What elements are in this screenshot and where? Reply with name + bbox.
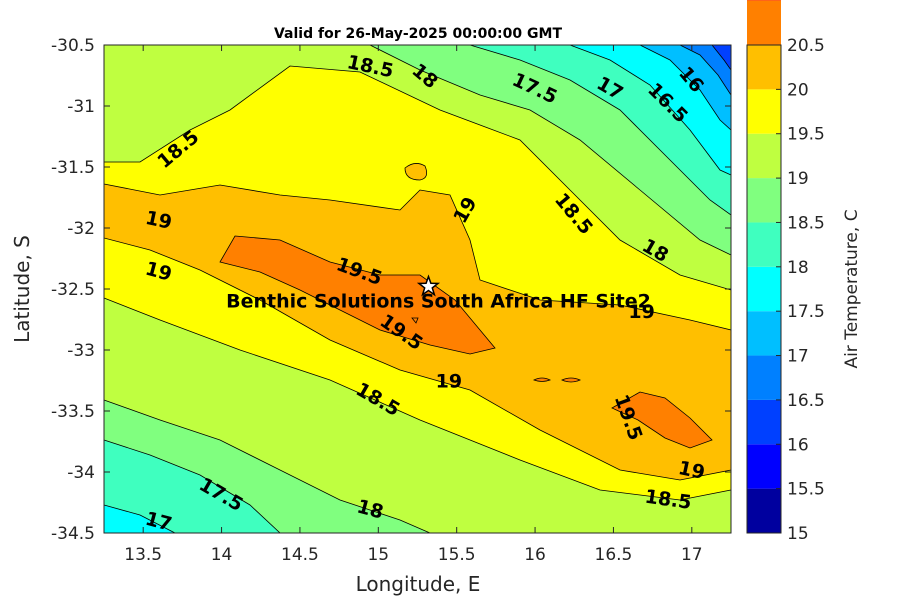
colorbar-tick-label: 19.5 <box>787 125 825 145</box>
x-tick-label: 17 <box>681 545 703 565</box>
y-tick-label: -33.5 <box>51 402 95 422</box>
colorbar-tick-label: 17.5 <box>787 302 825 322</box>
colorbar-frame <box>746 44 782 534</box>
y-tick-label: -32 <box>67 219 95 239</box>
contour-label: 19 <box>628 301 654 323</box>
colorbar-tick-label: 20.5 <box>787 36 825 56</box>
y-axis: -30.5 -31 -31.5 -32 -32.5 -33 -33.5 -34 -34.5 <box>51 36 731 544</box>
y-tick-label: -30.5 <box>51 36 95 56</box>
y-tick-label: -34 <box>67 463 95 483</box>
y-tick-label: -33 <box>67 341 95 361</box>
colorbar-swatch <box>747 133 781 179</box>
colorbar-swatch <box>747 0 781 45</box>
chart-title: Valid for 26-May-2025 00:00:00 GMT <box>274 26 562 42</box>
x-tick-label: 14 <box>211 545 233 565</box>
x-tick-label: 16 <box>524 545 546 565</box>
contour-fill-19-5 <box>219 235 496 355</box>
colorbar-swatch <box>747 222 781 267</box>
contour-fill-19-5-small3 <box>411 317 419 324</box>
site-marker: Benthic Solutions South Africa HF Site2 <box>226 274 651 313</box>
site-star-icon <box>416 274 441 297</box>
x-tick-label: 15.5 <box>438 545 476 565</box>
y-tick-label: -31.5 <box>51 158 95 178</box>
colorbar-swatch <box>747 0 781 1</box>
colorbar-swatch <box>747 178 781 223</box>
colorbar-swatch <box>747 488 781 533</box>
contour-fill-19-small <box>404 163 428 181</box>
x-tick-label: 16.5 <box>595 545 633 565</box>
colorbar-swatch <box>747 399 781 445</box>
colorbar-tick-label: 19 <box>787 169 809 189</box>
x-axis-label: Longitude, E <box>356 572 481 596</box>
contour-label: 19 <box>436 371 462 393</box>
colorbar-swatch <box>747 89 781 134</box>
colorbar: 15 15.5 16 16.5 17 17.5 18 18.5 19 19.5 20 20.5 <box>746 0 825 544</box>
colorbar-swatch <box>747 266 781 312</box>
contour-label: 19 <box>676 457 706 484</box>
site-label: Benthic Solutions South Africa HF Site2 <box>226 291 651 313</box>
x-tick-label: 14.5 <box>281 545 319 565</box>
contour-label: 19 <box>143 207 173 234</box>
colorbar-tick-label: 15.5 <box>787 480 825 500</box>
x-axis: 13.5 14 14.5 15 15.5 16 16.5 17 <box>124 45 703 565</box>
colorbar-tick-label: 15 <box>787 524 809 544</box>
colorbar-swatch <box>747 311 781 356</box>
colorbar-swatch <box>747 444 781 489</box>
contour-fill-19-5-east <box>611 391 713 449</box>
colorbar-tick-label: 18.5 <box>787 213 825 233</box>
colorbar-tick-label: 16.5 <box>787 391 825 411</box>
colorbar-tick-label: 17 <box>787 347 809 367</box>
contour-fill-19-5-small1 <box>532 377 552 382</box>
x-tick-label: 13.5 <box>124 545 162 565</box>
colorbar-swatch <box>747 355 781 400</box>
y-tick-label: -32.5 <box>51 280 95 300</box>
colorbar-tick-label: 18 <box>787 258 809 278</box>
colorbar-tick-label: 16 <box>787 435 809 455</box>
colorbar-swatch <box>747 45 781 90</box>
y-axis-label: Latitude, S <box>10 235 34 343</box>
colorbar-label: Air Temperature, C <box>842 209 862 368</box>
colorbar-tick-label: 20 <box>787 80 809 100</box>
y-tick-label: -31 <box>67 97 95 117</box>
contour-fill-19-5-small2 <box>561 377 581 383</box>
y-tick-label: -34.5 <box>51 524 95 544</box>
x-tick-label: 15 <box>367 545 389 565</box>
